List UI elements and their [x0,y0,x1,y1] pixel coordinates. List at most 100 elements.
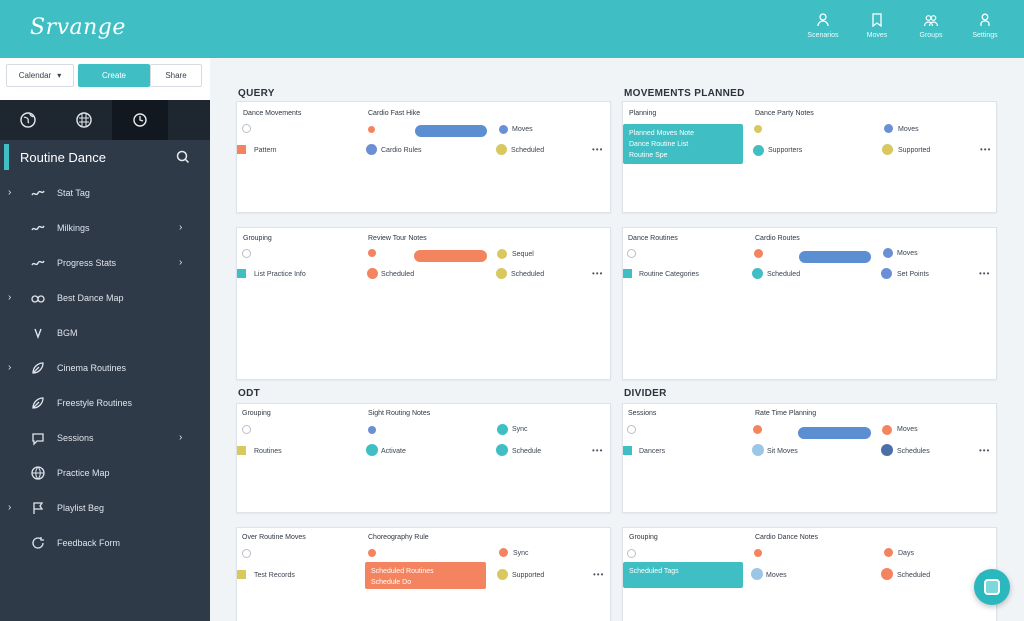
create-button[interactable]: Create [78,64,150,87]
more-icon[interactable]: ••• [979,269,991,278]
sidebar-item[interactable]: Milkings › [0,213,210,243]
column-header: Planning [629,110,657,117]
status-dot [754,125,762,133]
sidebar-tab-grid[interactable] [56,100,112,140]
status-dot [882,144,893,155]
status-dot [754,549,762,557]
sidebar-tab-clock[interactable] [112,100,168,140]
status-dot[interactable] [627,549,636,558]
cell-value: Pattern [254,147,277,154]
top-nav-scenarios[interactable]: Scenarios [802,12,844,39]
section-label-query: QUERY [238,88,275,99]
sidebar-header[interactable]: Routine Dance [0,142,210,172]
chevron-right-icon[interactable]: › [8,502,12,513]
sidebar-item[interactable]: Progress Stats › [0,248,210,278]
status-dot [497,249,507,259]
status-dot [881,568,893,580]
sidebar-item-label: Freestyle Routines [57,398,133,408]
calendar-select[interactable]: Calendar ▾ [6,64,74,87]
sidebar-item[interactable]: BGM [0,318,210,348]
cell-value: Supported [898,147,931,154]
progress-bar [799,251,871,263]
sidebar-item[interactable]: Sessions › [0,423,210,453]
link-icon [31,295,45,303]
chevron-right-icon[interactable]: › [179,257,183,268]
sidebar-item[interactable]: › Best Dance Map [0,283,210,313]
block-line: Schedule Do [371,579,412,586]
status-dot [881,444,893,456]
column-header: Sessions [628,410,657,417]
status-dot[interactable] [627,249,636,258]
status-dot[interactable] [242,549,251,558]
status-dot[interactable] [242,249,251,258]
chat-icon [984,579,1000,595]
cell-value: Moves [897,250,918,257]
block-line: Scheduled Tags [629,568,679,575]
chevron-right-icon[interactable]: › [8,362,12,373]
sidebar-item[interactable]: Freestyle Routines [0,388,210,418]
sidebar-item[interactable]: › Playlist Beg [0,493,210,523]
status-dot [884,124,893,133]
status-dot [367,268,378,279]
card: Sessions Rate Time Planning Moves Dancer… [622,403,997,513]
app-logo[interactable]: Srvange [30,15,126,40]
cell-value: Schedules [897,448,930,455]
status-dot [882,425,892,435]
chevron-right-icon[interactable]: › [8,292,12,303]
highlight-block[interactable]: Scheduled Routines Schedule Do [365,562,486,589]
more-icon[interactable]: ••• [592,446,604,455]
highlight-block[interactable]: Scheduled Tags [623,562,743,588]
sidebar-tab-row [0,100,210,140]
search-icon[interactable] [176,150,190,164]
wave-icon [31,260,45,266]
chat-icon [32,433,44,446]
clock-icon [133,113,147,127]
chevron-right-icon[interactable]: › [179,432,183,443]
highlight-block[interactable]: Planned Moves Note Dance Routine List Ro… [623,124,743,164]
status-dot [368,126,375,133]
cell-value: List Practice Info [254,271,306,278]
sidebar-item[interactable]: › Stat Tag [0,178,210,208]
top-nav-moves[interactable]: Moves [856,12,898,39]
sidebar-item[interactable]: › Cinema Routines [0,353,210,383]
chevron-right-icon[interactable]: › [179,222,183,233]
top-nav-label: Groups [919,32,943,39]
chat-fab-button[interactable] [974,569,1010,605]
category-swatch [237,446,246,455]
card: Planning Dance Party Notes Planned Moves… [622,101,997,213]
more-icon[interactable]: ••• [979,446,991,455]
cell-value: Routine Categories [639,271,699,278]
sidebar-active-indicator [4,144,9,170]
top-nav-groups[interactable]: Groups [910,12,952,39]
more-icon[interactable]: ••• [980,145,992,154]
category-swatch [623,446,632,455]
cell-value: Dancers [639,448,666,455]
block-line: Planned Moves Note [629,130,694,137]
column-header: Dance Movements [243,110,302,117]
sidebar-item-label: BGM [57,328,78,338]
flag-icon [33,502,44,514]
status-dot[interactable] [242,124,251,133]
chevron-right-icon[interactable]: › [8,187,12,198]
sidebar-tab-globe[interactable] [0,100,56,140]
card: Dance Movements Cardio Fast Hike Moves P… [236,101,611,213]
cell-value: Routines [254,448,282,455]
sidebar-item[interactable]: Practice Map [0,458,210,488]
section-label-odt: ODT [238,388,261,399]
sidebar-item[interactable]: Feedback Form [0,528,210,558]
status-dot [366,144,377,155]
top-bar: Srvange Scenarios Moves Groups Settings [0,0,1024,58]
block-line: Scheduled Routines [371,568,434,575]
more-icon[interactable]: ••• [592,145,604,154]
globe-icon [31,466,45,480]
block-line: Routine Spe [629,152,668,159]
status-dot[interactable] [242,425,251,434]
sidebar-item-label: Best Dance Map [57,293,124,303]
status-dot[interactable] [627,425,636,434]
top-nav-settings[interactable]: Settings [964,12,1006,39]
more-icon[interactable]: ••• [593,570,605,579]
column-header: Sight Routing Notes [368,410,431,417]
share-button[interactable]: Share [150,64,202,87]
column-header: Cardio Fast Hike [368,110,421,117]
more-icon[interactable]: ••• [592,269,604,278]
